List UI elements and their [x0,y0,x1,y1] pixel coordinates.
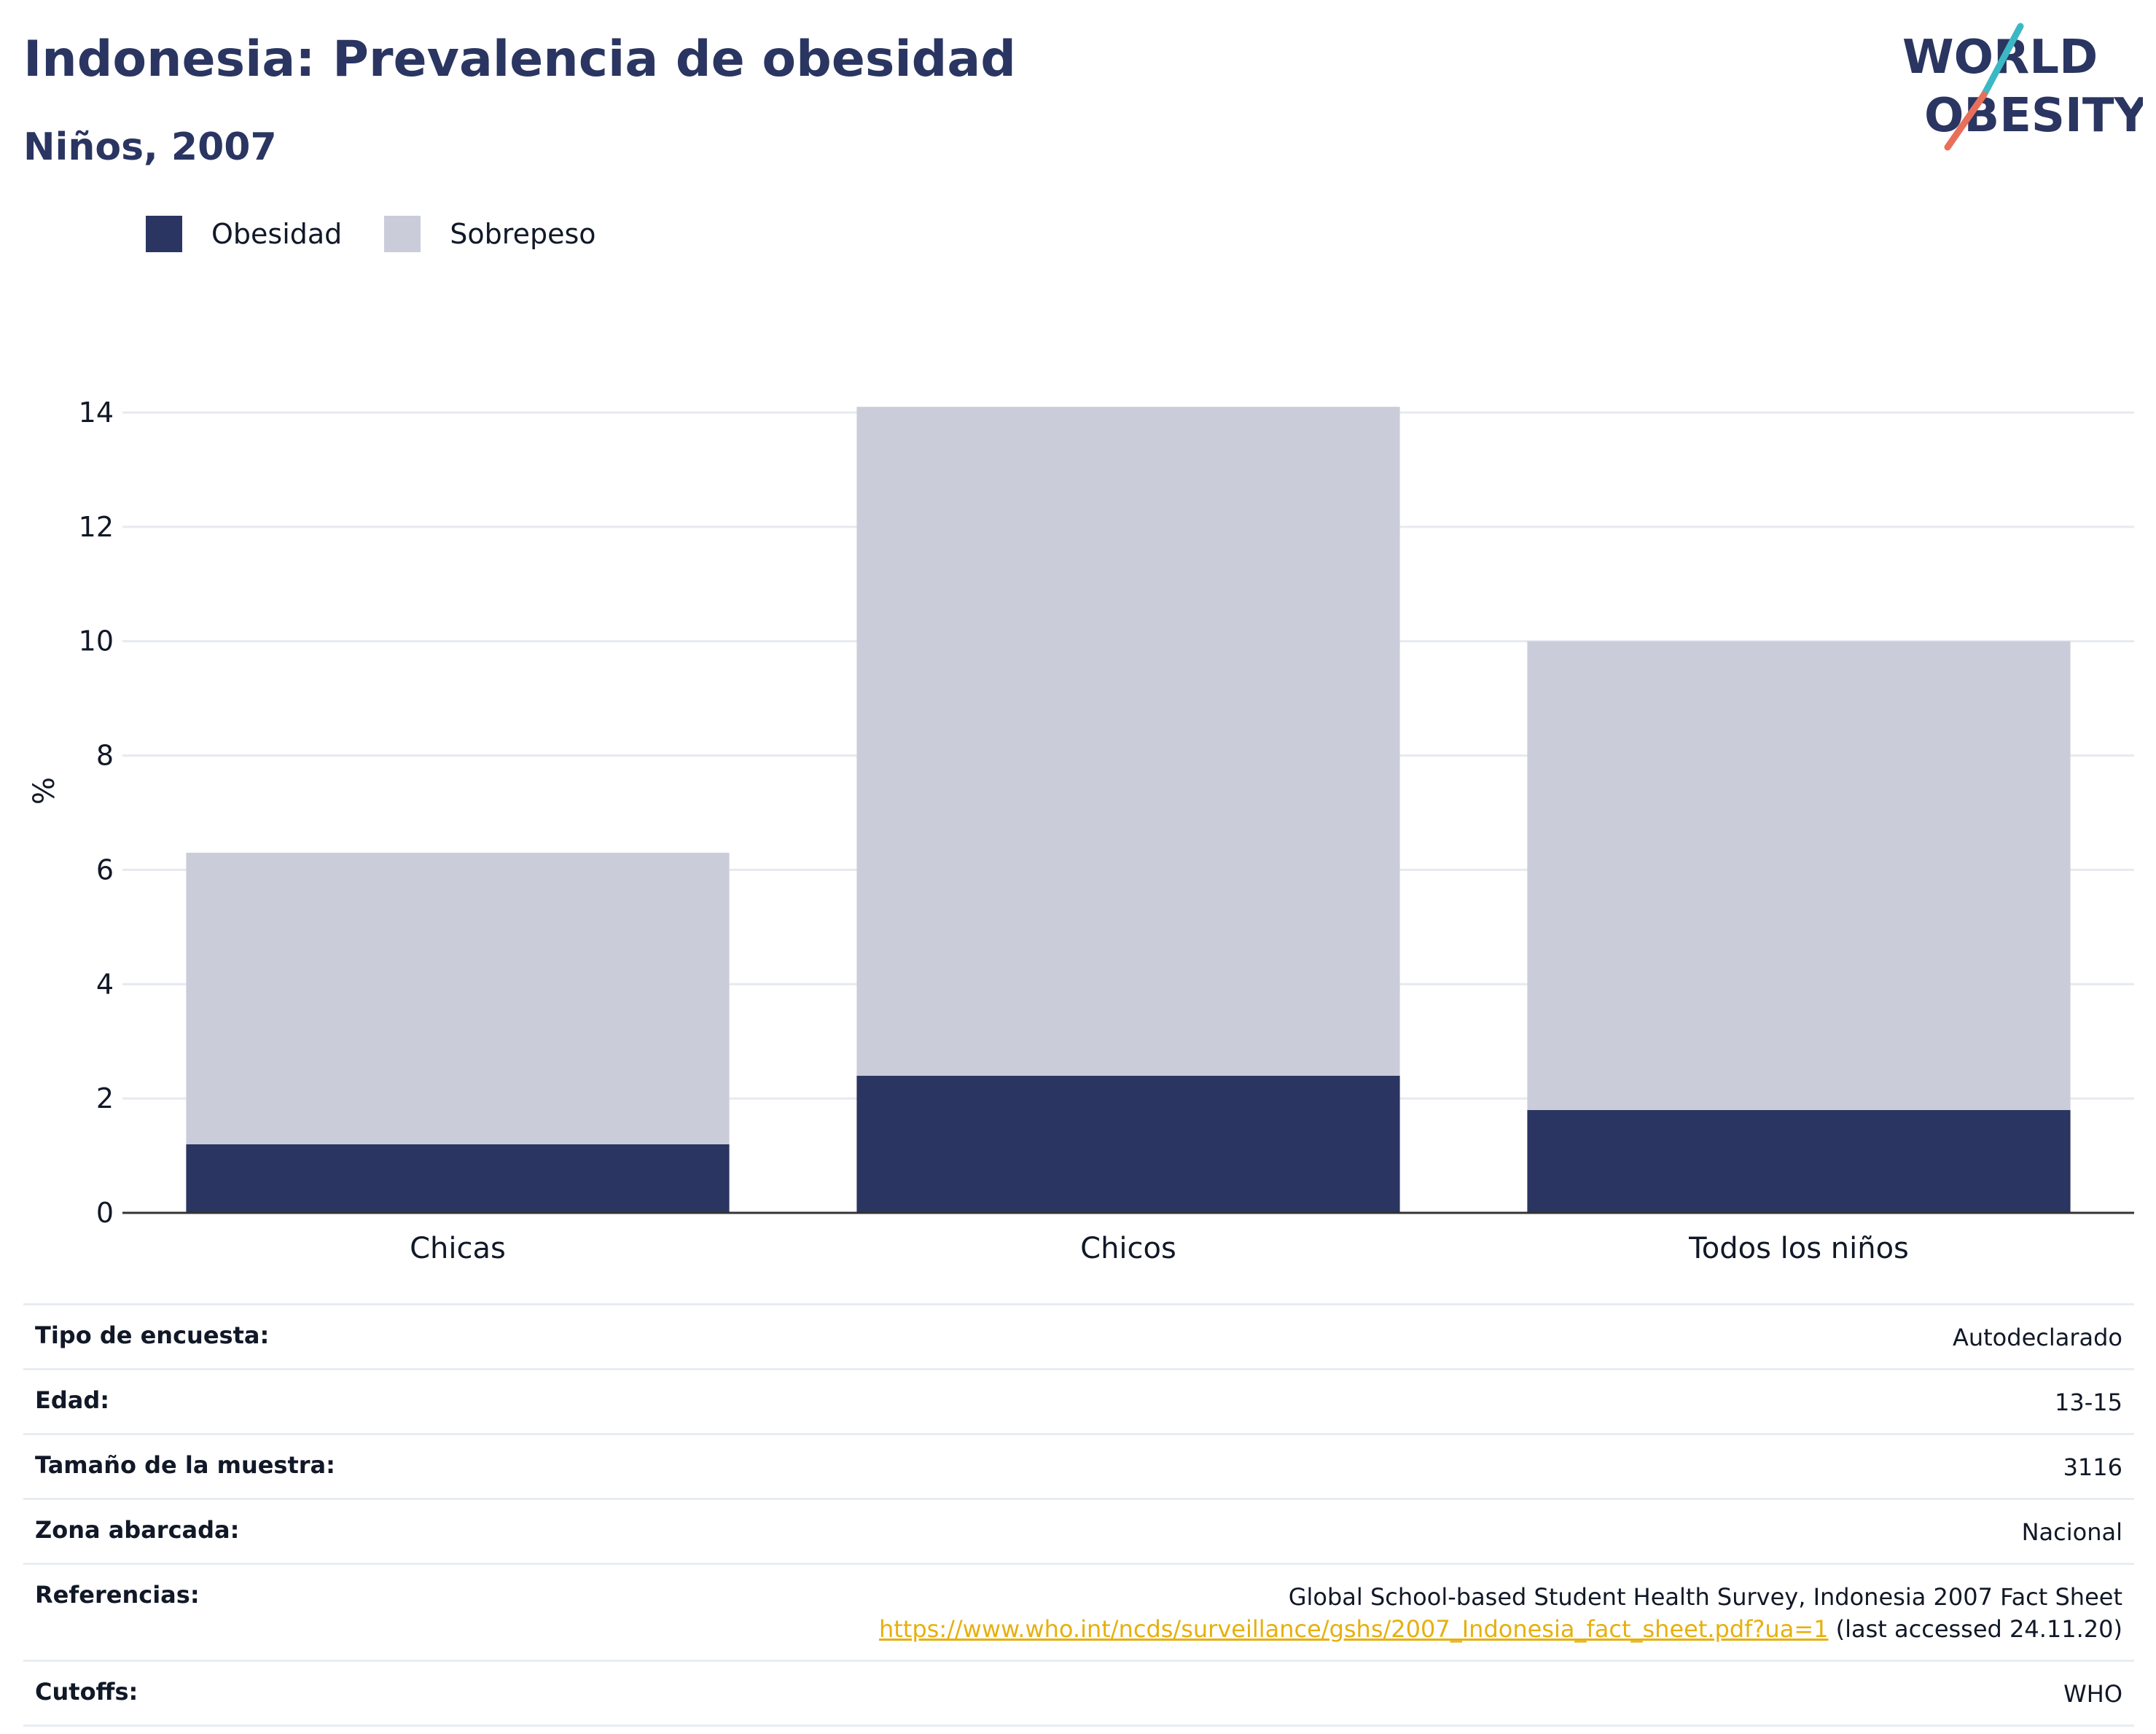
survey-row-edad: Edad: 13-15 [23,1368,2134,1433]
y-tick-label: 6 [96,854,114,886]
survey-value: Autodeclarado [1952,1324,2122,1351]
references-link[interactable]: https://www.who.int/ncds/surveillance/gs… [878,1615,1829,1643]
references-value: Global School-based Student Health Surve… [879,1581,2122,1645]
y-tick-label: 2 [96,1082,114,1114]
references-label: Referencias: [35,1581,200,1609]
survey-row-zona: Zona abarcada: Nacional [23,1498,2134,1563]
references-accessed: (last accessed 24.11.20) [1828,1615,2122,1643]
bar-obesidad [1527,1109,2071,1213]
legend-item-sobrepeso[interactable]: Sobrepeso [384,216,596,252]
legend-swatch-sobrepeso [384,216,421,252]
bar-obesidad [856,1075,1400,1213]
legend-label-sobrepeso: Sobrepeso [450,218,596,250]
survey-row-muestra: Tamaño de la muestra: 3116 [23,1433,2134,1498]
x-tick-label: Todos los niños [1688,1232,1909,1265]
references-source: Global School-based Student Health Surve… [1288,1583,2122,1611]
bar-sobrepeso [856,407,1400,1076]
survey-value: 13-15 [2055,1389,2122,1416]
page-title: Indonesia: Prevalencia de obesidad [23,31,1016,88]
survey-row-cutoffs: Cutoffs: WHO [23,1660,2134,1727]
logo-slash-coral [1944,91,1988,151]
survey-row-tipo: Tipo de encuesta: Autodeclarado [23,1303,2134,1368]
survey-value: Nacional [2021,1518,2122,1546]
survey-value: 3116 [2063,1453,2122,1481]
y-axis-label: % [28,777,61,805]
cutoffs-label: Cutoffs: [35,1678,138,1706]
survey-label: Tamaño de la muestra: [35,1451,335,1479]
survey-row-referencias: Referencias: Global School-based Student… [23,1563,2134,1660]
y-tick-label: 0 [96,1197,114,1229]
world-obesity-logo: WORLD OBESITY [1902,23,2143,151]
bar-sobrepeso [186,852,730,1144]
y-tick-label: 4 [96,968,114,1000]
stacked-bar-chart: 0 2 4 6 8 10 12 14% Chicas Chicos Todos los niños [28,397,2134,1265]
bar-obesidad [186,1144,730,1213]
page-subtitle: Niños, 2007 [23,125,277,169]
survey-info-table: Tipo de encuesta: Autodeclarado Edad: 13… [23,1303,2134,1727]
cutoffs-value: WHO [2063,1680,2122,1708]
x-tick-label: Chicos [1080,1232,1176,1265]
y-tick-label: 10 [79,625,114,657]
survey-label: Tipo de encuesta: [35,1321,270,1349]
chart-legend: Obesidad Sobrepeso [146,216,638,252]
y-tick-label: 8 [96,740,114,772]
x-tick-label: Chicas [410,1232,506,1265]
survey-label: Edad: [35,1386,110,1414]
legend-item-obesidad[interactable]: Obesidad [146,216,342,252]
legend-label-obesidad: Obesidad [211,218,343,250]
legend-swatch-obesidad [146,216,182,252]
bar-sobrepeso [1527,641,2071,1110]
y-tick-label: 14 [79,397,114,429]
logo-slash-teal [1980,23,2024,98]
survey-label: Zona abarcada: [35,1516,240,1544]
y-tick-label: 12 [79,511,114,543]
